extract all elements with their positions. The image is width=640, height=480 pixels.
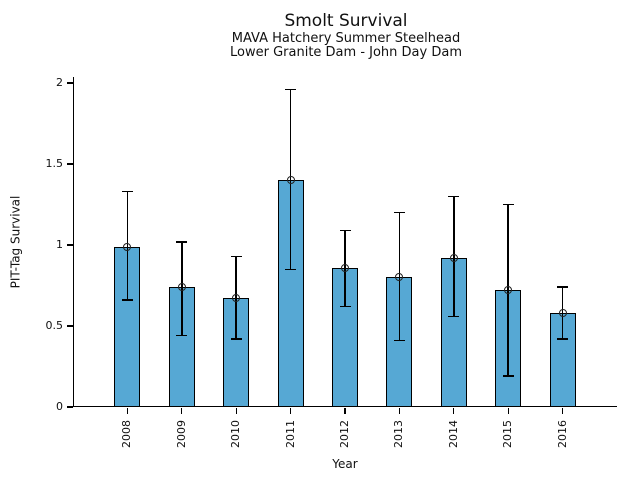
error-cap-low-2015 — [502, 375, 514, 377]
x-tick-2015 — [507, 408, 509, 414]
error-cap-low-2008 — [121, 299, 133, 301]
x-tick-label-2014: 2014 — [446, 420, 460, 448]
error-cap-low-2016 — [557, 338, 569, 340]
point-marker-2009 — [177, 283, 186, 292]
x-axis-label: Year — [332, 457, 358, 471]
y-tick-2 — [66, 82, 73, 84]
bar-2016 — [549, 313, 576, 407]
y-axis-label: PIT-Tag Survival — [8, 195, 22, 289]
error-cap-low-2011 — [285, 268, 297, 271]
y-tick-label-2: 2 — [56, 76, 63, 89]
x-tick-label-2012: 2012 — [338, 420, 351, 448]
x-tick-label-2013: 2013 — [392, 420, 406, 448]
point-marker-2015 — [504, 286, 513, 295]
y-axis-label-box: PIT-Tag Survival — [6, 77, 24, 407]
error-cap-low-2010 — [230, 338, 242, 340]
error-cap-high-2012 — [339, 229, 351, 232]
error-cap-high-2014 — [448, 195, 460, 198]
y-tick-label-1.5: 1.5 — [45, 157, 64, 170]
plot-area: Year 2008 2009 2010 2011 2012 2013 2014 2015 201… — [46, 76, 617, 471]
chart-subtitle-line2: Lower Granite Dam - John Day Dam — [230, 45, 462, 60]
error-cap-high-2008 — [121, 190, 133, 193]
x-tick-2010 — [235, 408, 237, 414]
y-tick-1 — [66, 244, 73, 246]
x-tick-label-2008: 2008 — [120, 420, 134, 448]
y-axis-spine — [73, 77, 75, 407]
y-tick-0 — [66, 406, 73, 408]
bar-2009 — [168, 287, 195, 407]
x-tick-2012 — [344, 408, 346, 414]
error-cap-low-2012 — [339, 305, 351, 308]
x-tick-2013 — [398, 408, 400, 414]
y-tick-label-0.5: 0.5 — [45, 319, 64, 332]
chart-header: Smolt Survival MAVA Hatchery Summer Stee… — [230, 11, 462, 60]
y-tick-label-1: 1 — [56, 238, 63, 251]
error-cap-high-2009 — [176, 241, 188, 243]
error-cap-low-2013 — [393, 339, 405, 342]
x-tick-label-2016: 2016 — [555, 420, 569, 448]
x-tick-label-2015: 2015 — [501, 420, 515, 448]
point-marker-2014 — [449, 253, 458, 262]
x-tick-2016 — [562, 408, 564, 414]
error-cap-high-2015 — [502, 203, 514, 206]
point-marker-2012 — [341, 263, 349, 272]
y-tick-label-0: 0 — [56, 400, 63, 413]
error-cap-high-2016 — [557, 286, 569, 288]
error-cap-high-2011 — [285, 88, 297, 91]
chart-subtitle-line1: MAVA Hatchery Summer Steelhead — [231, 31, 461, 46]
error-cap-low-2009 — [176, 334, 188, 337]
point-marker-2016 — [558, 309, 567, 318]
point-marker-2013 — [395, 273, 404, 282]
x-tick-2008 — [126, 408, 128, 414]
y-tick-0.5 — [66, 325, 73, 327]
point-marker-2010 — [232, 294, 241, 303]
x-tick-label-2011: 2011 — [283, 420, 297, 448]
bar-2008 — [114, 246, 141, 407]
y-tick-1.5 — [66, 163, 73, 165]
point-marker-2008 — [123, 242, 132, 251]
error-cap-low-2014 — [448, 315, 460, 318]
x-tick-2011 — [290, 408, 292, 414]
x-tick-label-2010: 2010 — [229, 420, 243, 448]
point-marker-2011 — [286, 176, 295, 185]
x-tick-2009 — [181, 408, 183, 414]
x-tick-label-2009: 2009 — [174, 420, 188, 448]
x-tick-2014 — [453, 408, 455, 414]
error-cap-high-2013 — [393, 211, 405, 214]
chart-title: Smolt Survival — [284, 11, 408, 31]
error-cap-high-2010 — [230, 255, 242, 258]
